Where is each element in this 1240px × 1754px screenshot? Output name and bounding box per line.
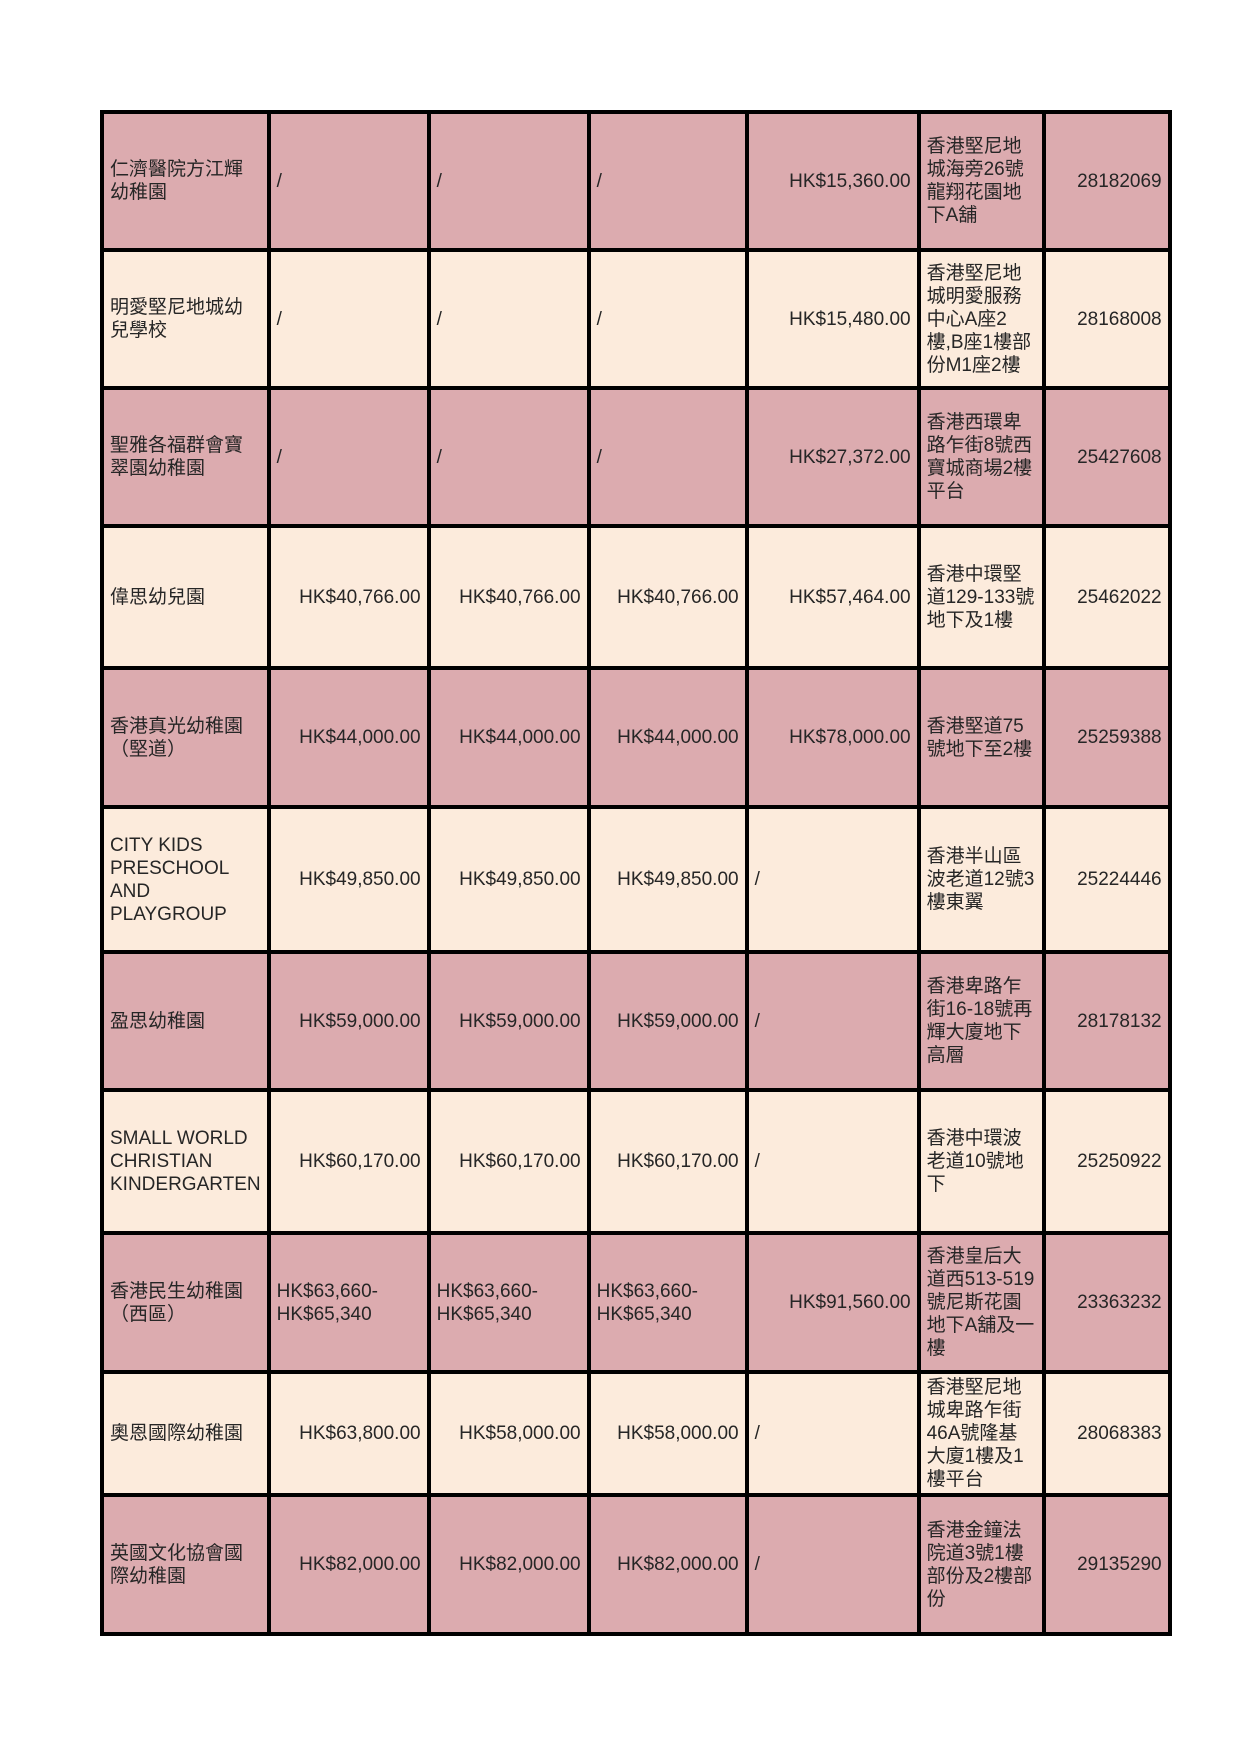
school-name-cell: 仁濟醫院方江輝幼稚園 — [100, 110, 271, 252]
school-name-cell: 明愛堅尼地城幼兒學校 — [100, 248, 271, 390]
table-row: 香港民生幼稚園（西區） HK$63,660-HK$65,340 HK$63,660-… — [100, 1231, 1172, 1374]
school-name-cell: 奧恩國際幼稚園 — [100, 1370, 271, 1497]
phone-cell: 25224446 — [1041, 805, 1172, 954]
school-name-cell: 英國文化協會國際幼稚園 — [100, 1493, 271, 1636]
address-cell: 香港堅道75號地下至2樓 — [916, 666, 1046, 809]
fee-cell-2: HK$49,850.00 — [426, 805, 591, 954]
fee-cell-1: HK$49,850.00 — [266, 805, 431, 954]
address-cell: 香港金鐘法院道3號1樓部份及2樓部份 — [916, 1493, 1046, 1636]
fee-cell-1: / — [266, 110, 431, 252]
address-cell: 香港堅尼地城海旁26號龍翔花園地下A舖 — [916, 110, 1046, 252]
fee-cell-3: HK$44,000.00 — [586, 666, 749, 809]
phone-cell: 25462022 — [1041, 524, 1172, 670]
table-row: 奧恩國際幼稚園 HK$63,800.00 HK$58,000.00 HK$58,000… — [100, 1370, 1172, 1497]
fee-cell-2: HK$60,170.00 — [426, 1088, 591, 1235]
fee-cell-3: HK$60,170.00 — [586, 1088, 749, 1235]
fee-cell-3: HK$82,000.00 — [586, 1493, 749, 1636]
phone-cell: 28178132 — [1041, 950, 1172, 1092]
phone-cell: 28182069 — [1041, 110, 1172, 252]
fee-cell-1: / — [266, 248, 431, 390]
fee-cell-1: HK$82,000.00 — [266, 1493, 431, 1636]
kindergarten-fee-table-body: 仁濟醫院方江輝幼稚園 / / / HK$15,360.00 香港堅尼地城海旁26號龍翔花園… — [100, 110, 1172, 1636]
fee-cell-4: HK$15,480.00 — [744, 248, 921, 390]
fee-cell-3: HK$59,000.00 — [586, 950, 749, 1092]
address-cell: 香港卑路乍街16-18號再輝大廈地下高層 — [916, 950, 1046, 1092]
table-row: 盈思幼稚園 HK$59,000.00 HK$59,000.00 HK$59,000.0… — [100, 950, 1172, 1092]
table-row: 偉思幼兒園 HK$40,766.00 HK$40,766.00 HK$40,766.0… — [100, 524, 1172, 670]
address-cell: 香港半山區波老道12號3樓東翼 — [916, 805, 1046, 954]
fee-cell-2: HK$82,000.00 — [426, 1493, 591, 1636]
fee-cell-3: HK$40,766.00 — [586, 524, 749, 670]
fee-cell-3: HK$58,000.00 — [586, 1370, 749, 1497]
fee-cell-4: HK$27,372.00 — [744, 386, 921, 528]
fee-cell-4: / — [744, 1493, 921, 1636]
fee-cell-1: HK$63,660-HK$65,340 — [266, 1231, 431, 1374]
fee-cell-1: HK$40,766.00 — [266, 524, 431, 670]
fee-cell-4: / — [744, 805, 921, 954]
phone-cell: 28168008 — [1041, 248, 1172, 390]
phone-cell: 29135290 — [1041, 1493, 1172, 1636]
address-cell: 香港堅尼地城卑路乍街46A號隆基大廈1樓及1樓平台 — [916, 1370, 1046, 1497]
fee-cell-4: / — [744, 1370, 921, 1497]
fee-cell-1: HK$44,000.00 — [266, 666, 431, 809]
fee-cell-4: / — [744, 950, 921, 1092]
school-name-cell: SMALL WORLD CHRISTIAN KINDERGARTEN — [100, 1088, 271, 1235]
fee-cell-4: HK$15,360.00 — [744, 110, 921, 252]
phone-cell: 25427608 — [1041, 386, 1172, 528]
fee-cell-2: HK$58,000.00 — [426, 1370, 591, 1497]
fee-cell-3: / — [586, 248, 749, 390]
phone-cell: 23363232 — [1041, 1231, 1172, 1374]
kindergarten-fee-table: 仁濟醫院方江輝幼稚園 / / / HK$15,360.00 香港堅尼地城海旁26號龍翔花園… — [100, 110, 1172, 1636]
table-row: CITY KIDS PRESCHOOL AND PLAYGROUP HK$49,8… — [100, 805, 1172, 954]
school-name-cell: CITY KIDS PRESCHOOL AND PLAYGROUP — [100, 805, 271, 954]
fee-cell-4: HK$91,560.00 — [744, 1231, 921, 1374]
phone-cell: 25259388 — [1041, 666, 1172, 809]
address-cell: 香港堅尼地城明愛服務中心A座2樓,B座1樓部份M1座2樓 — [916, 248, 1046, 390]
fee-cell-2: / — [426, 248, 591, 390]
fee-cell-2: HK$40,766.00 — [426, 524, 591, 670]
fee-cell-4: / — [744, 1088, 921, 1235]
school-name-cell: 偉思幼兒園 — [100, 524, 271, 670]
fee-cell-4: HK$57,464.00 — [744, 524, 921, 670]
address-cell: 香港中環堅道129-133號地下及1樓 — [916, 524, 1046, 670]
fee-cell-3: / — [586, 386, 749, 528]
table-row: 英國文化協會國際幼稚園 HK$82,000.00 HK$82,000.00 HK$82… — [100, 1493, 1172, 1636]
address-cell: 香港中環波老道10號地下 — [916, 1088, 1046, 1235]
fee-cell-1: HK$60,170.00 — [266, 1088, 431, 1235]
phone-cell: 28068383 — [1041, 1370, 1172, 1497]
school-name-cell: 聖雅各福群會寶翠園幼稚園 — [100, 386, 271, 528]
fee-cell-1: HK$59,000.00 — [266, 950, 431, 1092]
fee-cell-2: HK$63,660-HK$65,340 — [426, 1231, 591, 1374]
fee-cell-2: / — [426, 386, 591, 528]
address-cell: 香港西環卑路乍街8號西寶城商場2樓平台 — [916, 386, 1046, 528]
address-cell: 香港皇后大道西513-519號尼斯花園地下A舖及一樓 — [916, 1231, 1046, 1374]
fee-cell-3: HK$63,660-HK$65,340 — [586, 1231, 749, 1374]
table-row: SMALL WORLD CHRISTIAN KINDERGARTEN HK$60,… — [100, 1088, 1172, 1235]
fee-cell-1: HK$63,800.00 — [266, 1370, 431, 1497]
table-row: 明愛堅尼地城幼兒學校 / / / HK$15,480.00 香港堅尼地城明愛服務中心A座2… — [100, 248, 1172, 390]
fee-cell-4: HK$78,000.00 — [744, 666, 921, 809]
fee-cell-2: HK$59,000.00 — [426, 950, 591, 1092]
school-name-cell: 盈思幼稚園 — [100, 950, 271, 1092]
table-row: 香港真光幼稚園（堅道） HK$44,000.00 HK$44,000.00 HK$44… — [100, 666, 1172, 809]
fee-cell-3: / — [586, 110, 749, 252]
school-name-cell: 香港真光幼稚園（堅道） — [100, 666, 271, 809]
fee-cell-2: HK$44,000.00 — [426, 666, 591, 809]
table-row: 仁濟醫院方江輝幼稚園 / / / HK$15,360.00 香港堅尼地城海旁26號龍翔花園… — [100, 110, 1172, 252]
phone-cell: 25250922 — [1041, 1088, 1172, 1235]
fee-cell-3: HK$49,850.00 — [586, 805, 749, 954]
table-row: 聖雅各福群會寶翠園幼稚園 / / / HK$27,372.00 香港西環卑路乍街8號西寶城… — [100, 386, 1172, 528]
fee-cell-2: / — [426, 110, 591, 252]
fee-cell-1: / — [266, 386, 431, 528]
school-name-cell: 香港民生幼稚園（西區） — [100, 1231, 271, 1374]
